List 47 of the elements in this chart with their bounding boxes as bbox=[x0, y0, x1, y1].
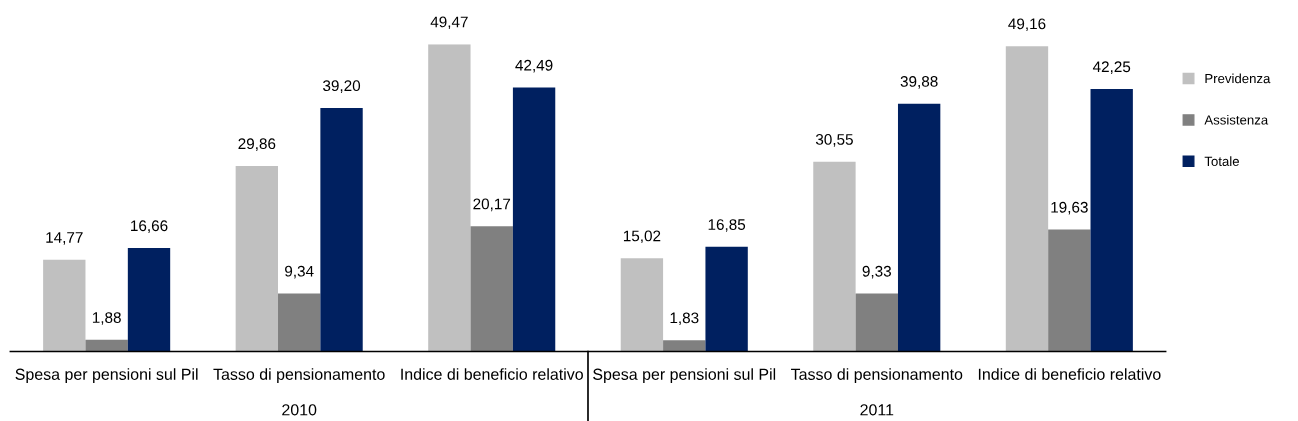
bar bbox=[127, 248, 171, 352]
data-label: 42,25 bbox=[1092, 61, 1131, 74]
data-label: 15,02 bbox=[623, 230, 661, 244]
x-tick-label: Spesa per pensioni sul Pil bbox=[15, 368, 198, 384]
bar bbox=[278, 293, 321, 352]
data-label: 16,85 bbox=[708, 219, 746, 232]
data-label: 9,33 bbox=[862, 265, 891, 279]
bar bbox=[813, 161, 856, 352]
x-tick-label: Indice di beneficio relativo bbox=[401, 368, 583, 380]
data-label: 39,20 bbox=[323, 80, 361, 93]
bar bbox=[43, 259, 86, 352]
text: 2010 bbox=[282, 404, 317, 416]
bar bbox=[620, 258, 664, 352]
x-tick-label: Indice di beneficio relativo bbox=[978, 368, 1161, 380]
data-label: 1,83 bbox=[670, 312, 699, 326]
x-tick-label: Tasso di pensionamento bbox=[791, 368, 963, 384]
data-label: 16,66 bbox=[131, 220, 168, 233]
legend-label: Previdenza bbox=[1205, 73, 1271, 84]
bar bbox=[663, 340, 706, 352]
x-tick-label: Spesa per pensioni sul Pil bbox=[593, 368, 776, 384]
bar bbox=[512, 87, 556, 352]
data-label: 9,34 bbox=[285, 265, 314, 279]
data-label: 39,88 bbox=[900, 76, 938, 89]
bar bbox=[428, 44, 471, 352]
bar bbox=[1005, 46, 1049, 352]
data-label: 49,47 bbox=[430, 16, 468, 30]
x-tick-label: Tasso di pensionamento bbox=[213, 368, 385, 384]
data-label: 42,49 bbox=[515, 59, 553, 73]
bar bbox=[235, 166, 279, 352]
data-label: 30,55 bbox=[815, 134, 853, 147]
bar bbox=[1090, 89, 1133, 352]
text: 2011 bbox=[860, 404, 894, 416]
bar bbox=[470, 226, 513, 352]
legend-label: Totale bbox=[1204, 156, 1239, 167]
bar bbox=[855, 293, 898, 352]
bar bbox=[320, 108, 363, 352]
bar bbox=[1048, 229, 1091, 352]
data-label: 19,63 bbox=[1051, 201, 1088, 215]
bar bbox=[897, 103, 941, 352]
legend-label: Assistenza bbox=[1204, 114, 1269, 125]
data-label: 49,16 bbox=[1008, 18, 1046, 32]
data-label: 20,17 bbox=[473, 198, 511, 212]
bar bbox=[705, 246, 748, 352]
bar bbox=[85, 339, 128, 352]
data-label: 14,77 bbox=[46, 232, 83, 245]
data-label: 1,88 bbox=[92, 312, 121, 325]
data-label: 29,86 bbox=[238, 138, 276, 151]
